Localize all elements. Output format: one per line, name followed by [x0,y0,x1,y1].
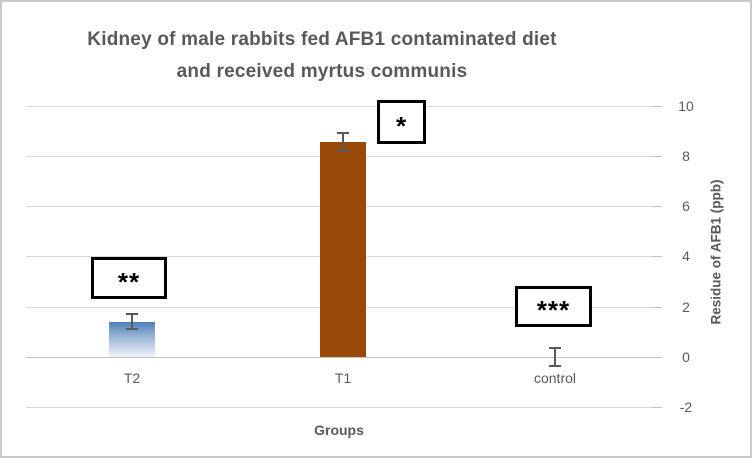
gridline--2 [26,407,652,408]
error-bar-cap-bottom-t2 [126,328,138,331]
gridline-10 [26,106,652,107]
error-bar-cap-bottom-control [549,364,561,367]
error-bar-cap-top-t1 [337,132,349,135]
significance-box-t1: * [377,100,426,144]
y-axis-tick-0 [652,357,662,358]
error-bar-line-t1 [342,133,344,151]
error-bar-line-control [554,348,556,366]
significance-box-control: *** [515,286,592,327]
y-tick-label-8: 8 [682,148,690,164]
x-tick-label-control: control [533,370,577,386]
y-tick-label-10: 10 [678,98,694,114]
significance-box-t2: ** [91,257,167,299]
y-tick-label-2: 2 [682,299,690,315]
y-axis-tick-8 [652,156,662,157]
significance-label-t1: * [395,110,408,141]
y-tick-label-0: 0 [682,349,690,365]
x-axis-title: Groups [314,422,364,438]
y-axis-tick-10 [652,106,662,107]
error-bar-line-t2 [131,314,133,330]
y-axis-tick-4 [652,256,662,257]
error-bar-cap-top-control [549,347,561,350]
x-tick-label-t2: T2 [123,370,141,386]
y-tick-label-4: 4 [682,248,690,264]
significance-label-control: *** [536,295,571,325]
y-axis-tick--2 [652,407,662,408]
gridline-0 [26,357,652,358]
error-bar-cap-bottom-t1 [337,149,349,152]
y-axis-tick-6 [652,206,662,207]
y-tick-label-6: 6 [682,198,690,214]
error-bar-cap-top-t2 [126,313,138,316]
chart-title-line-2: and received myrtus communis [176,61,468,82]
y-tick-label--2: -2 [679,399,693,415]
y-axis-title: Residue of AFB1 (ppb) [708,179,724,325]
bar-t1 [320,141,366,357]
significance-label-t2: ** [117,266,141,297]
x-tick-label-t1: T1 [334,370,352,386]
chart-title-line-1: Kidney of male rabbits fed AFB1 contamin… [87,29,557,50]
chart-title: Kidney of male rabbits fed AFB1 contamin… [12,24,632,88]
y-axis-tick-2 [652,307,662,308]
